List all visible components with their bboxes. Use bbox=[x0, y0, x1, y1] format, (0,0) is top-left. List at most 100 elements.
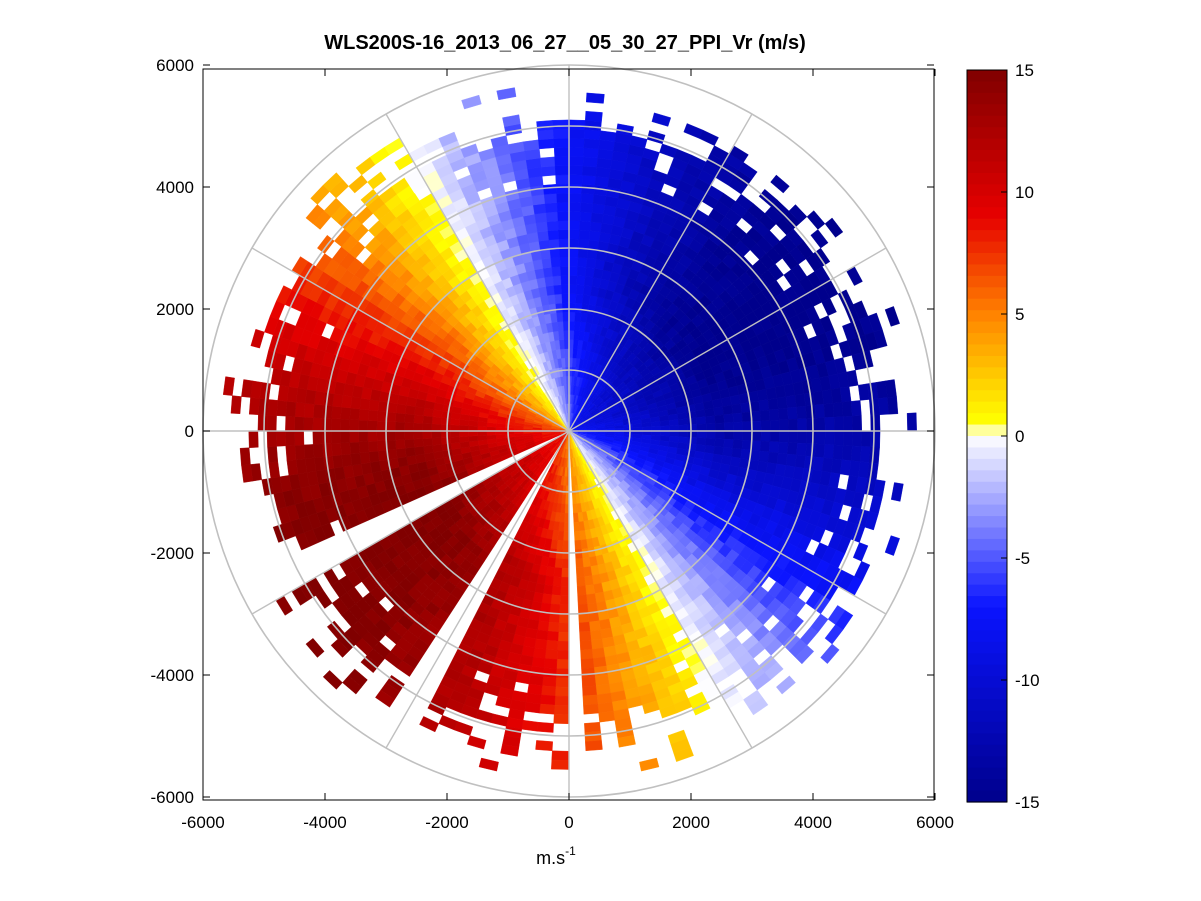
velocity-cell bbox=[422, 415, 433, 425]
velocity-cell bbox=[541, 165, 556, 177]
velocity-cell bbox=[554, 165, 570, 176]
velocity-cell bbox=[557, 640, 570, 651]
colorbar-step bbox=[967, 664, 1007, 677]
velocity-cell bbox=[556, 192, 570, 203]
velocity-cell bbox=[584, 731, 602, 742]
velocity-cell bbox=[404, 422, 414, 432]
velocity-cell bbox=[687, 430, 698, 438]
velocity-cell bbox=[422, 437, 433, 447]
velocity-cell bbox=[394, 430, 405, 441]
velocity-cell bbox=[582, 156, 598, 168]
velocity-cell bbox=[322, 443, 333, 458]
velocity-cell bbox=[250, 328, 265, 349]
velocity-cell bbox=[550, 312, 558, 323]
velocity-cell bbox=[558, 613, 570, 624]
velocity-cell bbox=[312, 430, 323, 445]
velocity-cell bbox=[406, 455, 418, 466]
velocity-cell bbox=[742, 421, 753, 432]
velocity-cell bbox=[742, 430, 753, 441]
velocity-cell bbox=[788, 418, 798, 432]
velocity-cell bbox=[556, 202, 570, 212]
velocity-cell bbox=[589, 221, 603, 233]
velocity-cell bbox=[561, 284, 570, 295]
velocity-cell bbox=[535, 740, 553, 752]
velocity-cell bbox=[268, 461, 281, 479]
velocity-cell bbox=[568, 330, 575, 340]
velocity-cell bbox=[695, 409, 706, 418]
velocity-cell bbox=[575, 284, 585, 295]
velocity-cell bbox=[431, 423, 442, 432]
velocity-cell bbox=[687, 417, 698, 425]
velocity-cell bbox=[551, 750, 570, 761]
velocity-cell bbox=[878, 397, 890, 415]
velocity-cell bbox=[568, 320, 575, 331]
velocity-cell bbox=[537, 620, 550, 632]
velocity-cell bbox=[833, 416, 844, 432]
velocity-cell bbox=[577, 603, 589, 614]
colorbar-step bbox=[967, 516, 1007, 529]
velocity-cell bbox=[330, 430, 341, 444]
velocity-cell bbox=[584, 129, 601, 141]
velocity-cell bbox=[358, 419, 369, 432]
velocity-cell bbox=[592, 656, 607, 668]
colorbar-step bbox=[967, 436, 1007, 449]
velocity-cell bbox=[440, 417, 451, 425]
velocity-cell bbox=[562, 311, 570, 322]
velocity-cell bbox=[239, 447, 251, 466]
velocity-cell bbox=[714, 422, 725, 432]
colorbar-step bbox=[967, 596, 1007, 609]
velocity-cell bbox=[890, 482, 904, 502]
velocity-cell bbox=[778, 430, 789, 443]
velocity-cell bbox=[554, 293, 563, 304]
velocity-cell bbox=[257, 414, 268, 432]
velocity-cell bbox=[568, 284, 577, 295]
velocity-cell bbox=[546, 220, 559, 232]
velocity-cell bbox=[330, 638, 350, 658]
velocity-cell bbox=[285, 401, 297, 417]
velocity-cell bbox=[552, 576, 562, 587]
velocity-cell bbox=[575, 558, 584, 569]
velocity-cell bbox=[532, 647, 547, 659]
velocity-cell bbox=[568, 229, 580, 240]
velocity-cell bbox=[376, 430, 387, 442]
velocity-cell bbox=[582, 165, 597, 177]
velocity-cell bbox=[568, 202, 582, 212]
velocity-cell bbox=[864, 511, 879, 531]
velocity-cell bbox=[375, 689, 395, 708]
velocity-cell bbox=[568, 275, 578, 286]
velocity-cell bbox=[885, 379, 897, 398]
velocity-cell bbox=[556, 659, 570, 670]
velocity-cell bbox=[394, 421, 405, 432]
velocity-cell bbox=[543, 266, 553, 278]
velocity-cell bbox=[584, 721, 601, 733]
velocity-cell bbox=[581, 184, 596, 195]
velocity-cell bbox=[554, 156, 570, 167]
velocity-cell bbox=[575, 302, 583, 313]
velocity-cell bbox=[796, 442, 807, 457]
velocity-cell bbox=[651, 430, 661, 436]
velocity-cell bbox=[303, 444, 315, 459]
colorbar-step bbox=[967, 355, 1007, 368]
velocity-cell bbox=[248, 397, 260, 415]
azimuth-spoke bbox=[568, 247, 887, 432]
velocity-cell bbox=[814, 443, 826, 459]
velocity-cell bbox=[538, 138, 555, 150]
velocity-cell bbox=[794, 393, 806, 408]
velocity-cell bbox=[548, 238, 560, 250]
velocity-cell bbox=[521, 719, 539, 732]
velocity-cell bbox=[395, 412, 406, 423]
velocity-cell bbox=[477, 426, 487, 432]
colorbar-step bbox=[967, 413, 1007, 426]
velocity-cell bbox=[760, 420, 771, 432]
velocity-cell bbox=[741, 411, 752, 423]
colorbar-gradient bbox=[967, 70, 1007, 803]
velocity-cell bbox=[669, 430, 680, 437]
velocity-cell bbox=[404, 413, 415, 424]
y-tick-label: -2000 bbox=[151, 544, 194, 563]
velocity-cell bbox=[776, 396, 788, 410]
velocity-cell bbox=[591, 647, 606, 659]
colorbar-step bbox=[967, 447, 1007, 460]
y-tick-label: 2000 bbox=[156, 300, 194, 319]
velocity-cell bbox=[367, 171, 387, 190]
velocity-cell bbox=[568, 174, 583, 185]
